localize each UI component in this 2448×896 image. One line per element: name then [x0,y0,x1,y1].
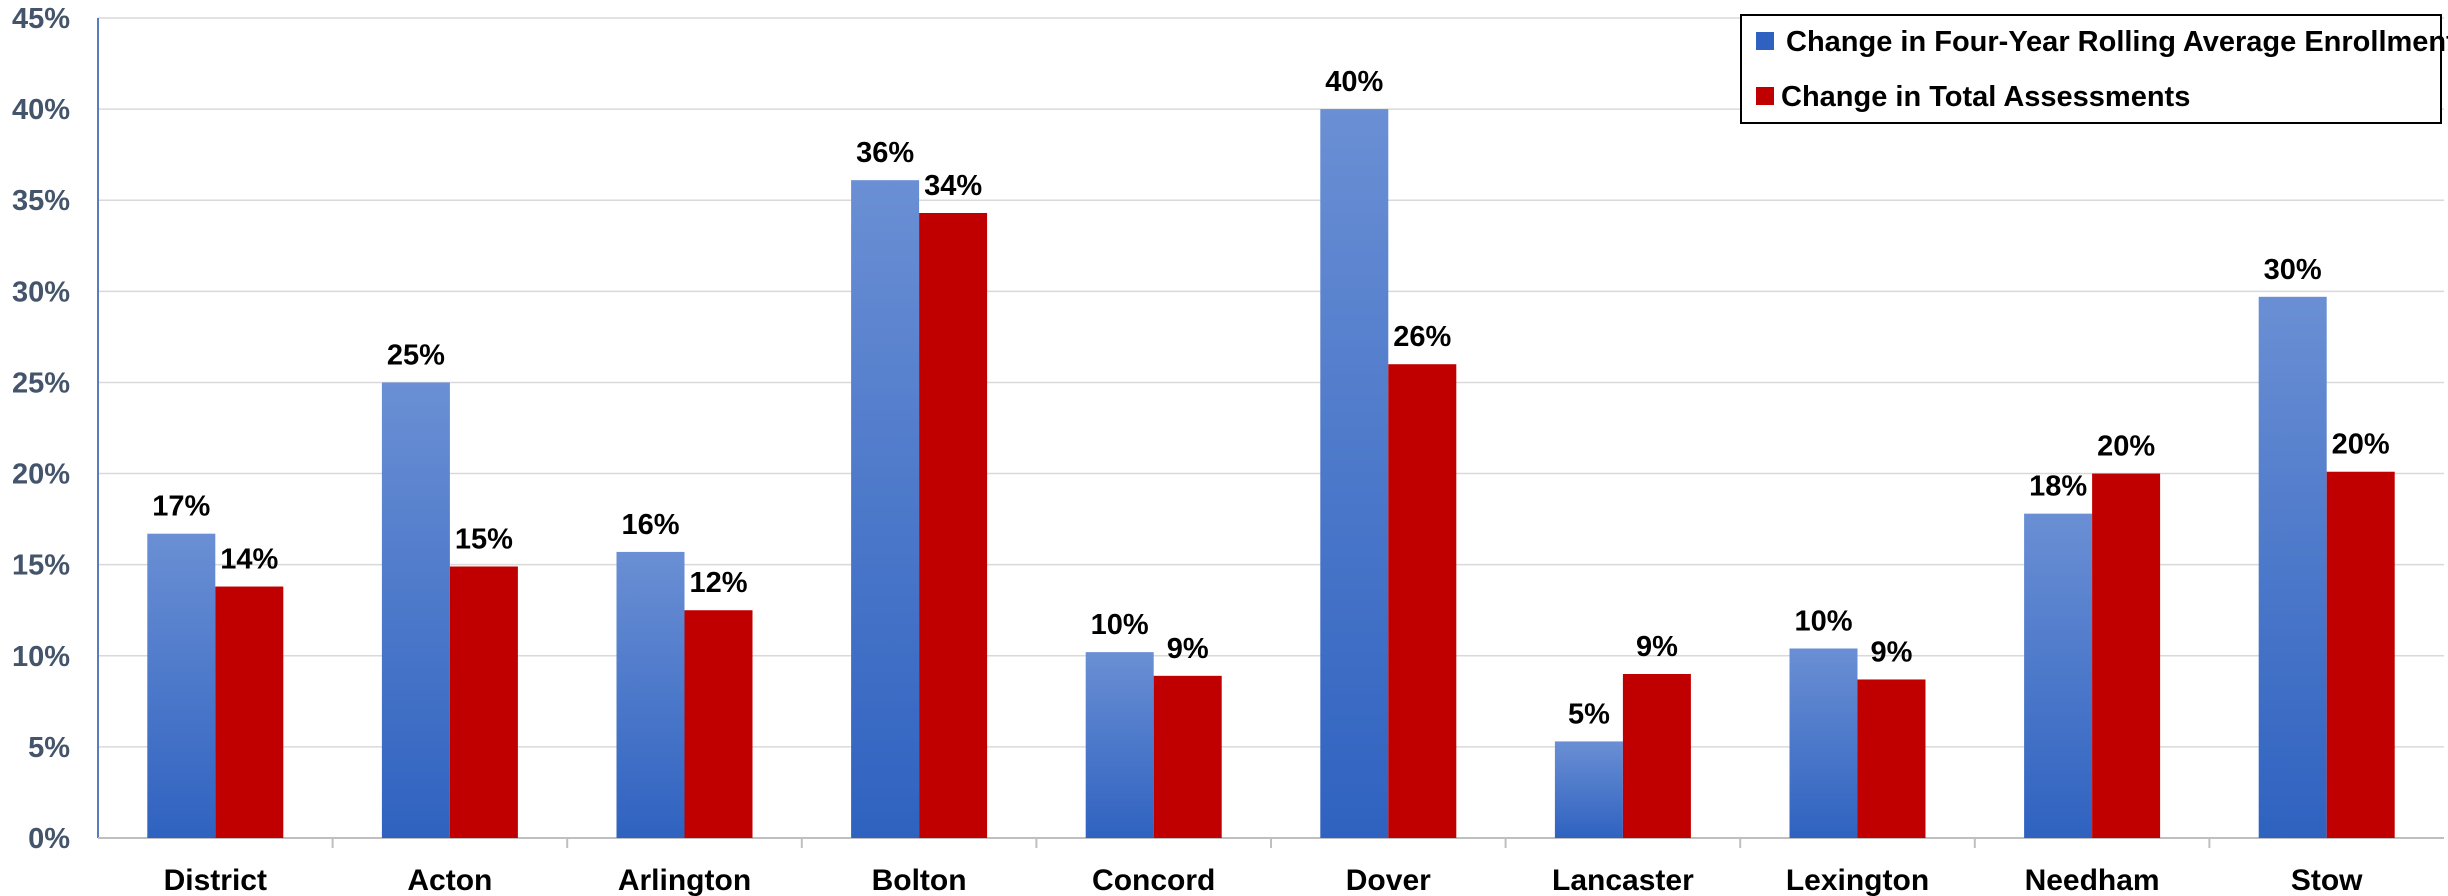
data-label: 12% [689,567,747,599]
bar-assessments [1388,364,1457,838]
x-tick-label: Lexington [1786,864,1929,896]
y-tick-label: 10% [12,641,70,673]
bar-enrollment [1085,652,1154,838]
data-label: 14% [220,544,278,576]
y-tick-label: 5% [28,732,70,764]
data-label: 34% [924,170,982,202]
data-label: 25% [387,339,445,371]
y-tick-label: 20% [12,459,70,491]
bar-enrollment [851,180,920,838]
bar-enrollment [616,551,685,838]
data-label: 26% [1393,321,1451,353]
bar-enrollment [147,533,216,838]
bar-assessments [2092,473,2161,838]
legend-label-enrollment: Change in Four-Year Rolling Average Enro… [1786,26,2448,58]
bar-assessments [1153,675,1222,838]
x-tick-label: Arlington [618,864,751,896]
bar-assessments [919,212,988,838]
bar-enrollment [1789,648,1858,838]
y-tick-label: 45% [12,3,70,35]
x-tick-label: Dover [1346,864,1431,896]
data-label: 40% [1325,66,1383,98]
bar-assessments [684,610,753,838]
data-label: 10% [1091,609,1149,641]
data-labels: 17% 14% 25% 15% 16% 12% 36% 34% 10% 9% 40% 26% 5% 9% 1… [152,66,2390,730]
bar-enrollment [1320,109,1389,839]
data-label: 18% [2029,471,2087,503]
legend-swatch-enrollment [1756,32,1774,50]
y-tick-label: 40% [12,94,70,126]
x-tick-label: Bolton [872,864,967,896]
data-label: 9% [1167,633,1209,665]
bar-assessments [449,566,518,838]
legend-swatch-assessments [1756,87,1774,105]
legend-label-assessments: Change in Total Assessments [1781,81,2190,113]
x-tick-label: Acton [407,864,492,896]
bar-assessments [1622,674,1691,838]
y-tick-label: 15% [12,550,70,582]
bar-assessments [2326,471,2395,838]
y-tick-label: 0% [28,823,70,855]
x-axis-ticks: District Acton Arlington Bolton Concord Dover… [164,864,2364,896]
legend-box [1740,14,2442,124]
data-label: 20% [2097,431,2155,463]
y-axis-ticks: 0% 5% 10% 15% 20% 25% 30% 35% 40% 45% [12,3,70,855]
data-label: 20% [2332,429,2390,461]
bar-enrollment [2258,296,2327,838]
x-tick-label: Concord [1092,864,1215,896]
data-label: 9% [1636,631,1678,663]
bar-enrollment [1554,741,1623,838]
data-label: 30% [2264,254,2322,286]
data-label: 36% [856,137,914,169]
legend: Change in Four-Year Rolling Average Enro… [1740,14,2448,124]
data-label: 15% [455,523,513,555]
x-tick-label: Needham [2025,864,2160,896]
data-label: 17% [152,491,210,523]
bar-enrollment [381,382,450,838]
x-tick-label: Lancaster [1552,864,1694,896]
x-tick-label: Stow [2291,864,2363,896]
y-tick-label: 30% [12,276,70,308]
bar-assessments [215,586,284,838]
data-label: 5% [1568,698,1610,730]
data-label: 16% [621,509,679,541]
bar-assessments [1857,679,1926,838]
data-label: 10% [1794,605,1852,637]
bars [147,109,2395,839]
y-tick-label: 25% [12,367,70,399]
bar-enrollment [2024,513,2093,838]
x-tick-label: District [164,864,267,896]
data-label: 9% [1871,636,1913,668]
y-tick-label: 35% [12,185,70,217]
